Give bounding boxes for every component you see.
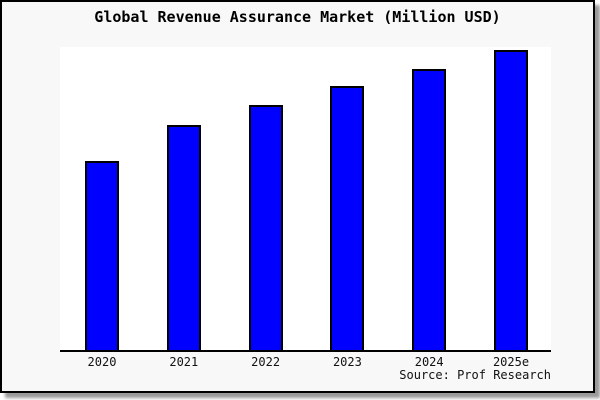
bar-2022: [248, 105, 283, 350]
bar-2024: [412, 69, 447, 350]
x-tick-label-2023: 2023: [332, 355, 362, 369]
x-tick-label-2020: 2020: [87, 355, 117, 369]
bar-2021: [166, 125, 201, 350]
bar-2025e: [494, 50, 528, 350]
plot-area: [60, 47, 551, 352]
x-tick-label-2024: 2024: [414, 355, 444, 369]
chart-frame: Global Revenue Assurance Market (Million…: [0, 0, 595, 393]
x-tick-label-2025e: 2025e: [492, 355, 530, 369]
bar-2023: [330, 86, 365, 350]
x-axis-labels: 2020 2021 2022 2023 2024 2025e: [60, 355, 551, 371]
bar-2020: [85, 161, 119, 350]
x-tick-label-2022: 2022: [251, 355, 281, 369]
source-note: Source: Prof Research: [399, 368, 551, 382]
chart-title: Global Revenue Assurance Market (Million…: [94, 8, 501, 26]
x-tick-label-2021: 2021: [169, 355, 199, 369]
